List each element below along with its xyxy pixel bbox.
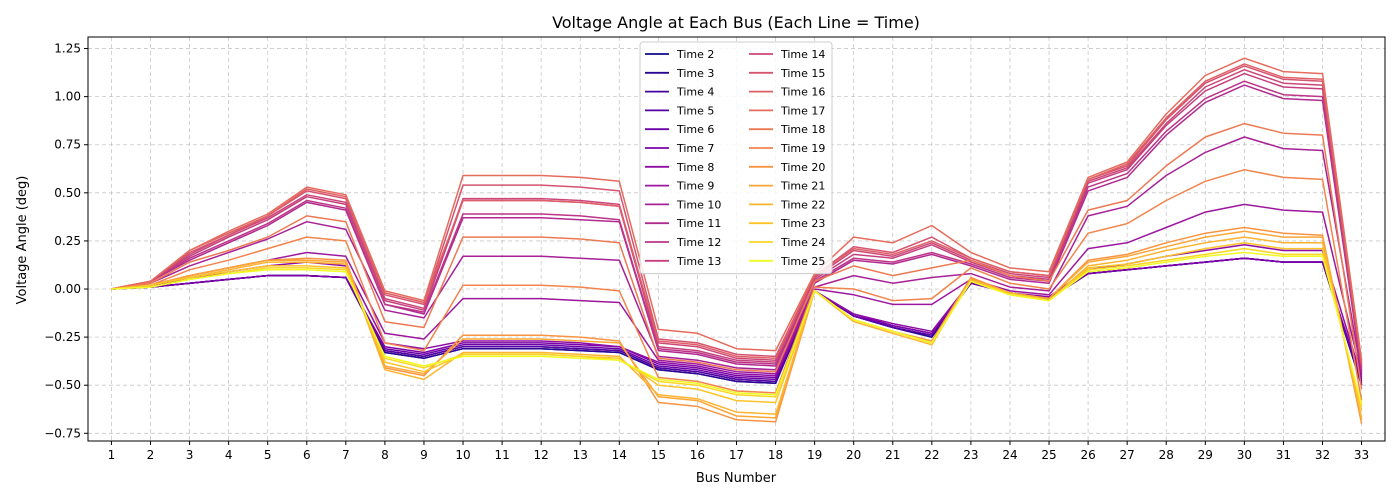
x-tick-label: 21 xyxy=(885,448,900,462)
y-tick-label: −0.75 xyxy=(44,426,81,440)
x-tick-label: 20 xyxy=(846,448,861,462)
x-tick-label: 27 xyxy=(1120,448,1135,462)
y-tick-label: −0.25 xyxy=(44,330,81,344)
x-tick-label: 29 xyxy=(1198,448,1213,462)
series-line xyxy=(111,63,1363,365)
x-tick-label: 9 xyxy=(420,448,428,462)
x-tick-label: 11 xyxy=(494,448,509,462)
y-tick-label: 0.25 xyxy=(54,234,81,248)
series-line xyxy=(111,230,1363,420)
series-line xyxy=(111,68,1363,367)
legend-label: Time 3 xyxy=(676,67,714,80)
x-axis-label: Bus Number xyxy=(696,471,777,486)
legend-box xyxy=(639,41,833,275)
legend-label: Time 13 xyxy=(676,255,721,268)
legend-label: Time 9 xyxy=(676,180,714,193)
y-tick-label: 1.25 xyxy=(54,42,81,56)
x-tick-label: 22 xyxy=(924,448,939,462)
x-tick-label: 5 xyxy=(264,448,272,462)
x-tick-label: 16 xyxy=(690,448,705,462)
x-tick-label: 30 xyxy=(1237,448,1252,462)
x-tick-label: 15 xyxy=(651,448,666,462)
legend: Time 2 Time 3 Time 4 Time 5 Time 6 Time 7 Time… xyxy=(639,41,833,275)
series-line xyxy=(111,242,1363,411)
legend-label: Time 11 xyxy=(676,217,721,230)
series-line xyxy=(111,257,1363,380)
x-tick-label: 31 xyxy=(1276,448,1291,462)
x-tick-label: 33 xyxy=(1354,448,1369,462)
legend-label: Time 16 xyxy=(780,86,825,99)
series-line xyxy=(111,168,1363,401)
legend-label: Time 12 xyxy=(676,236,721,249)
x-tick-label: 13 xyxy=(573,448,588,462)
legend-label: Time 25 xyxy=(780,255,825,268)
y-tick-label: 1.00 xyxy=(54,90,81,104)
x-tick-label: 23 xyxy=(963,448,978,462)
x-tick-label: 28 xyxy=(1159,448,1174,462)
series-line xyxy=(111,247,1363,407)
series-lines xyxy=(111,57,1363,424)
legend-label: Time 10 xyxy=(676,198,721,211)
x-tick-label: 26 xyxy=(1080,448,1095,462)
x-tick-label: 25 xyxy=(1041,448,1056,462)
x-tick-label: 24 xyxy=(1002,448,1017,462)
x-tick-label: 10 xyxy=(455,448,470,462)
legend-label: Time 7 xyxy=(676,142,714,155)
x-tick-label: 2 xyxy=(147,448,155,462)
legend-label: Time 6 xyxy=(676,123,714,136)
y-axis-label: Voltage Angle (deg) xyxy=(15,176,30,305)
legend-label: Time 22 xyxy=(780,198,825,211)
legend-label: Time 8 xyxy=(676,161,714,174)
series-line xyxy=(111,84,1363,372)
chart-title: Voltage Angle at Each Bus (Each Line = T… xyxy=(552,13,920,32)
x-tick-label: 14 xyxy=(612,448,627,462)
legend-label: Time 17 xyxy=(780,104,825,117)
legend-label: Time 23 xyxy=(780,217,825,230)
legend-label: Time 5 xyxy=(676,104,714,117)
legend-label: Time 4 xyxy=(676,86,714,99)
series-line xyxy=(111,57,1363,361)
series-line xyxy=(111,80,1363,370)
series-line xyxy=(111,251,1363,405)
legend-label: Time 20 xyxy=(780,161,825,174)
series-line xyxy=(111,122,1363,390)
series-line xyxy=(111,136,1363,374)
x-tick-label: 17 xyxy=(729,448,744,462)
x-tick-label: 12 xyxy=(534,448,549,462)
y-tick-label: 0.00 xyxy=(54,282,81,296)
legend-label: Time 19 xyxy=(780,142,825,155)
series-line xyxy=(111,203,1363,376)
legend-label: Time 21 xyxy=(780,180,825,193)
legend-label: Time 24 xyxy=(780,236,825,249)
series-line xyxy=(111,72,1363,369)
x-tick-label: 32 xyxy=(1315,448,1330,462)
legend-label: Time 14 xyxy=(780,48,825,61)
series-line xyxy=(111,65,1363,363)
series-line xyxy=(111,236,1363,419)
x-tick-label: 8 xyxy=(381,448,389,462)
x-tick-label: 6 xyxy=(303,448,311,462)
x-tick-label: 3 xyxy=(186,448,194,462)
x-tick-label: 18 xyxy=(768,448,783,462)
series-line xyxy=(111,226,1363,424)
x-tick-label: 4 xyxy=(225,448,233,462)
legend-label: Time 2 xyxy=(676,48,714,61)
x-tick-label: 19 xyxy=(807,448,822,462)
x-tick-label: 1 xyxy=(108,448,116,462)
y-tick-label: 0.50 xyxy=(54,186,81,200)
legend-label: Time 15 xyxy=(780,67,825,80)
y-tick-label: −0.50 xyxy=(44,378,81,392)
x-tick-label: 7 xyxy=(342,448,350,462)
legend-label: Time 18 xyxy=(780,123,825,136)
y-tick-label: 0.75 xyxy=(54,138,81,152)
axis-ticks: 1 2 3 4 5 6 7 8 9 10 11 12 13 14 15 16 17 18 19 20 21 22 23 24 2… xyxy=(44,42,1369,462)
